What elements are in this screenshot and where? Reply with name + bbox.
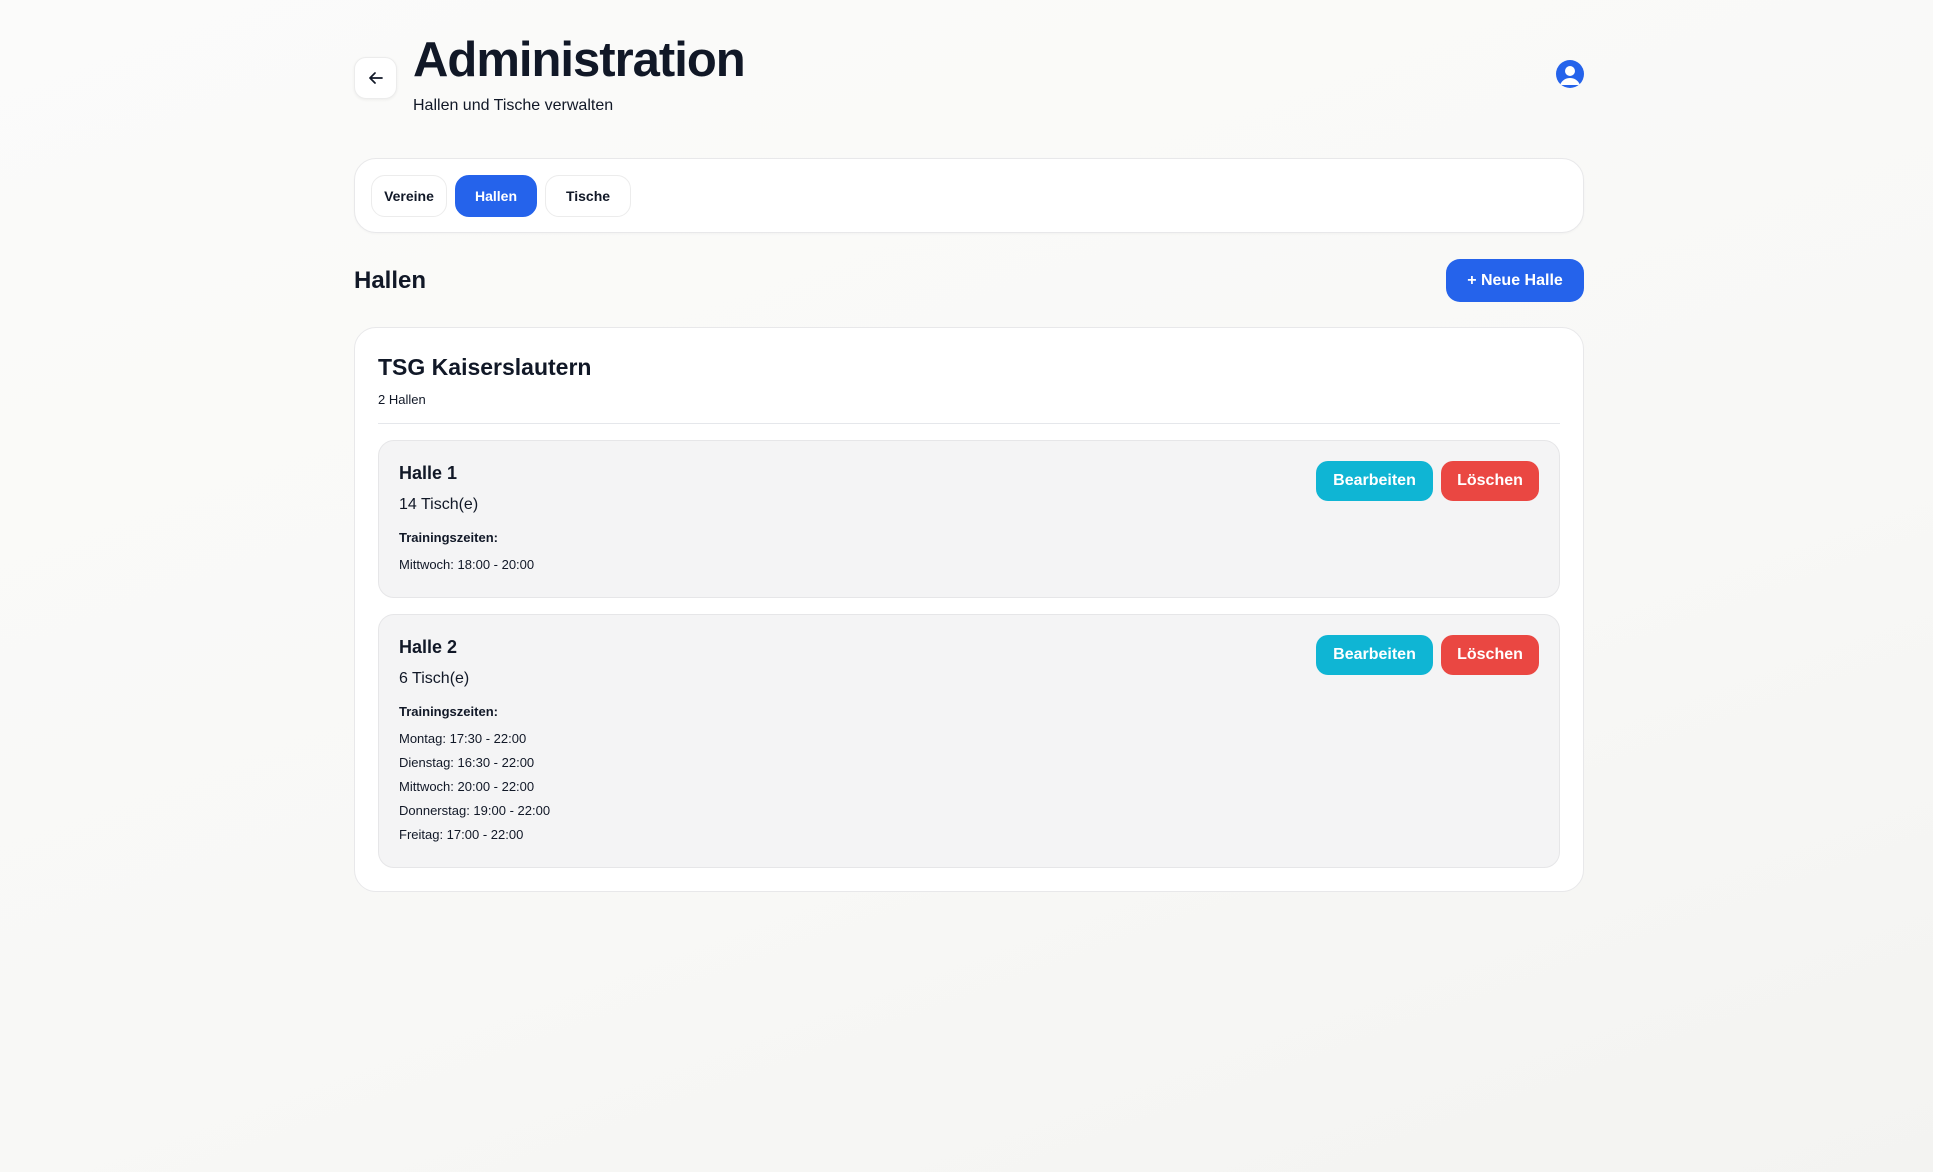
section-header: Hallen + Neue Halle [354, 259, 1584, 302]
hall-card: Halle 2 6 Tisch(e) Trainingszeiten: Mont… [378, 614, 1560, 868]
edit-hall-button[interactable]: Bearbeiten [1316, 635, 1433, 675]
edit-hall-button[interactable]: Bearbeiten [1316, 461, 1433, 501]
tab-vereine[interactable]: Vereine [371, 175, 447, 217]
training-time: Montag: 17:30 - 22:00 [399, 731, 527, 746]
training-time: Donnerstag: 19:00 - 22:00 [399, 803, 551, 818]
arrow-left-icon [368, 72, 383, 84]
hall-list: Halle 1 14 Tisch(e) Trainingszeiten: Mit… [378, 440, 1560, 868]
tab-bar: Vereine Hallen Tische [354, 158, 1584, 233]
divider [378, 423, 1560, 424]
training-time: Freitag: 17:00 - 22:00 [399, 827, 524, 842]
section-title: Hallen [354, 266, 427, 294]
hall-card: Halle 1 14 Tisch(e) Trainingszeiten: Mit… [378, 440, 1560, 598]
hall-actions: Bearbeiten Löschen [1316, 635, 1539, 675]
training-times-label: Trainingszeiten: [399, 704, 498, 719]
delete-hall-button[interactable]: Löschen [1441, 461, 1539, 501]
training-times-list: Montag: 17:30 - 22:00 Dienstag: 16:30 - 2… [399, 727, 1539, 847]
hall-name: Halle 2 [399, 637, 458, 657]
user-circle-icon [1560, 66, 1580, 85]
training-time: Mittwoch: 18:00 - 20:00 [399, 557, 535, 572]
hall-table-count: 14 Tisch(e) [399, 496, 479, 513]
new-hall-button[interactable]: + Neue Halle [1446, 259, 1584, 302]
back-button[interactable] [354, 57, 397, 99]
header: Administration Hallen und Tische verwalt… [354, 0, 1584, 158]
training-times-label: Trainingszeiten: [399, 530, 498, 545]
user-avatar-button[interactable] [1556, 60, 1584, 88]
delete-hall-button[interactable]: Löschen [1441, 635, 1539, 675]
hall-name: Halle 1 [399, 463, 458, 483]
club-card: TSG Kaiserslautern 2 Hallen Halle 1 14 T… [354, 327, 1584, 892]
hall-table-count: 6 Tisch(e) [399, 670, 470, 687]
page-subtitle: Hallen und Tische verwalten [413, 97, 614, 114]
tab-tische[interactable]: Tische [545, 175, 631, 217]
training-time: Mittwoch: 20:00 - 22:00 [399, 779, 535, 794]
training-time: Dienstag: 16:30 - 22:00 [399, 755, 535, 770]
tab-hallen[interactable]: Hallen [455, 175, 537, 217]
club-name: TSG Kaiserslautern [378, 354, 592, 380]
club-hall-count: 2 Hallen [378, 392, 426, 407]
training-times-list: Mittwoch: 18:00 - 20:00 [399, 553, 1539, 577]
hall-actions: Bearbeiten Löschen [1316, 461, 1539, 501]
page: Administration Hallen und Tische verwalt… [354, 0, 1584, 892]
page-title: Administration [413, 33, 746, 87]
